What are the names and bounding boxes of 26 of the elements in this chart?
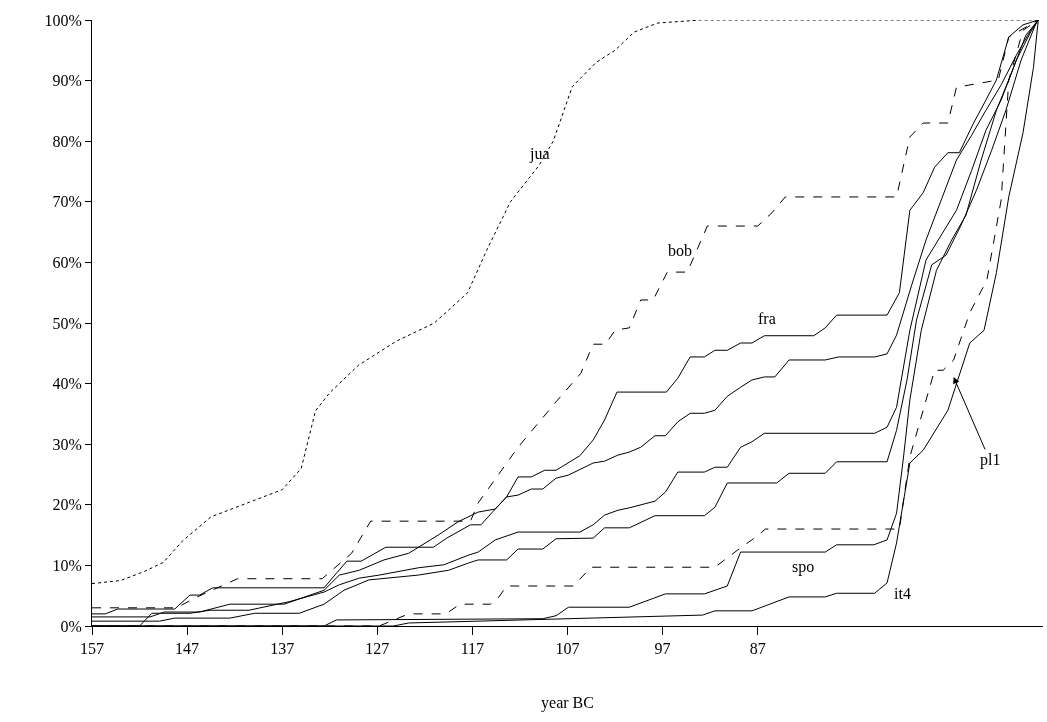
x-tick-label: 127 [365, 640, 390, 658]
x-tick-label: 157 [80, 640, 104, 658]
y-tick-label: 10% [52, 557, 82, 574]
x-tick-label: 137 [270, 640, 295, 658]
annotation: spo [792, 558, 815, 576]
x-tick-label: 107 [555, 640, 580, 658]
y-tick-label: 30% [52, 435, 82, 453]
y-tick-label: 40% [52, 375, 82, 393]
x-tick-label: 97 [654, 640, 671, 658]
x-tick-label: 147 [175, 640, 200, 658]
y-tick-label: 100% [44, 11, 82, 29]
y-tick-label: 60% [52, 254, 82, 271]
y-tick-label: 0% [60, 617, 82, 635]
annotation: jua [529, 145, 550, 163]
annotation: bob [668, 242, 692, 259]
x-tick-label: 117 [460, 640, 485, 658]
y-tick-label: 80% [52, 132, 82, 150]
y-tick-label: 70% [52, 193, 82, 211]
x-tick-label: 87 [749, 640, 766, 658]
annotation: fra [758, 310, 776, 327]
y-tick-label: 90% [52, 72, 82, 90]
x-axis-title: year BC [541, 693, 594, 712]
annotation: pl1 [980, 451, 1001, 469]
y-tick-label: 20% [52, 496, 82, 514]
y-tick-label: 50% [52, 314, 82, 332]
annotation: it4 [894, 585, 911, 602]
